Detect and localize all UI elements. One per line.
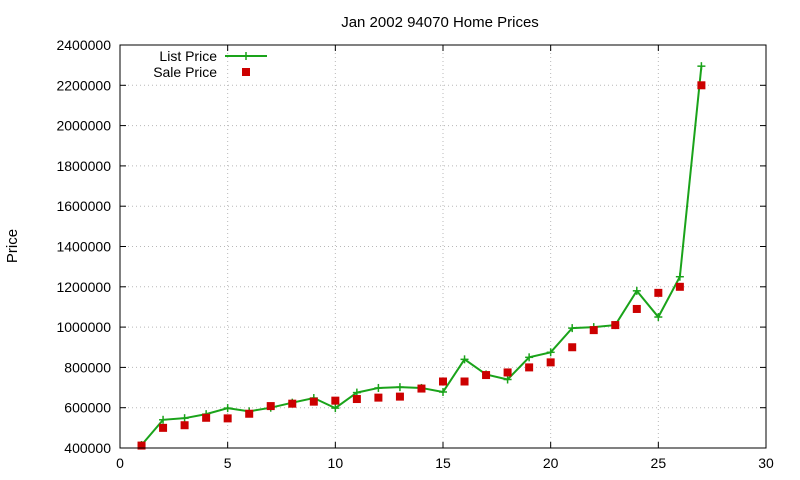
sale-price-point [352, 395, 361, 404]
chart-title: Jan 2002 94070 Home Prices [341, 14, 539, 31]
sale-price-point [266, 402, 275, 411]
x-tick-label: 25 [651, 455, 667, 471]
sale-price-point [589, 326, 598, 335]
sale-price-point [546, 358, 555, 367]
y-tick-label: 1800000 [56, 158, 111, 174]
x-tick-label: 30 [758, 455, 774, 471]
series-layer [137, 62, 706, 450]
x-tick-label: 5 [224, 455, 232, 471]
sale-price-point [439, 377, 447, 386]
sale-price-point [137, 441, 146, 450]
sale-price-point [159, 423, 168, 432]
plot-frame [119, 44, 767, 449]
sale-price-point [482, 371, 491, 380]
sale-price-point [632, 304, 641, 313]
y-axis-label: Price [4, 229, 21, 263]
x-tick-label: 10 [328, 455, 344, 471]
sale-price-point [395, 392, 404, 401]
legend-marker-sale-price [242, 68, 250, 76]
sale-price-point [460, 377, 469, 386]
list-price-point [525, 353, 534, 362]
list-price-point [159, 415, 168, 424]
legend: List Price Sale Price [153, 48, 267, 80]
sale-price-point [611, 321, 620, 330]
list-price-point [697, 62, 706, 71]
sale-price-point [202, 413, 211, 422]
list-price-point [223, 404, 232, 413]
sale-price-point [503, 368, 512, 377]
sale-price-point [374, 393, 383, 402]
y-tick-label: 1400000 [56, 239, 111, 255]
list-price-point [395, 383, 404, 392]
sale-price-point [525, 363, 534, 372]
legend-label-sale-price: Sale Price [153, 64, 217, 80]
sale-price-point [568, 343, 577, 352]
y-tick-label: 1000000 [56, 319, 111, 335]
y-tick-label: 1600000 [56, 198, 111, 214]
sale-price-point [417, 384, 426, 393]
x-tick-label: 15 [435, 455, 451, 471]
list-price-point [180, 414, 189, 423]
list-price-point [546, 348, 555, 357]
list-price-point [503, 375, 512, 384]
y-tick-label: 2000000 [56, 118, 111, 134]
list-price-point [675, 272, 684, 281]
list-price-point [654, 313, 663, 322]
x-tick-label: 0 [116, 455, 124, 471]
list-price-point [632, 286, 641, 295]
sale-price-point [675, 282, 684, 291]
list-price-point [460, 355, 469, 364]
y-tick-label: 400000 [64, 440, 111, 456]
sale-price-point [245, 409, 254, 418]
sale-price-point [331, 396, 340, 405]
y-tick-label: 2400000 [56, 37, 111, 53]
sale-price-point [654, 288, 663, 297]
sale-price-point [697, 81, 706, 90]
y-tick-label: 2200000 [56, 77, 111, 93]
sale-price-point [223, 414, 232, 423]
x-tick-label: 20 [543, 455, 559, 471]
y-tick-label: 800000 [64, 359, 111, 375]
list-price-point [439, 387, 447, 396]
y-tick-label: 1200000 [56, 279, 111, 295]
legend-label-list-price: List Price [159, 48, 217, 64]
list-price-point [331, 404, 340, 413]
sale-price-point [288, 399, 297, 408]
y-tick-label: 600000 [64, 400, 111, 416]
sale-price-point [180, 421, 189, 430]
axis-ticks: 0 5 10 15 20 25 30 400000 600000 800000 1000000 120… [56, 37, 774, 471]
list-price-point [374, 383, 383, 392]
grid [120, 45, 766, 448]
sale-price-point [309, 397, 318, 406]
legend-marker-list-price [242, 52, 250, 60]
list-price-point [568, 324, 577, 333]
